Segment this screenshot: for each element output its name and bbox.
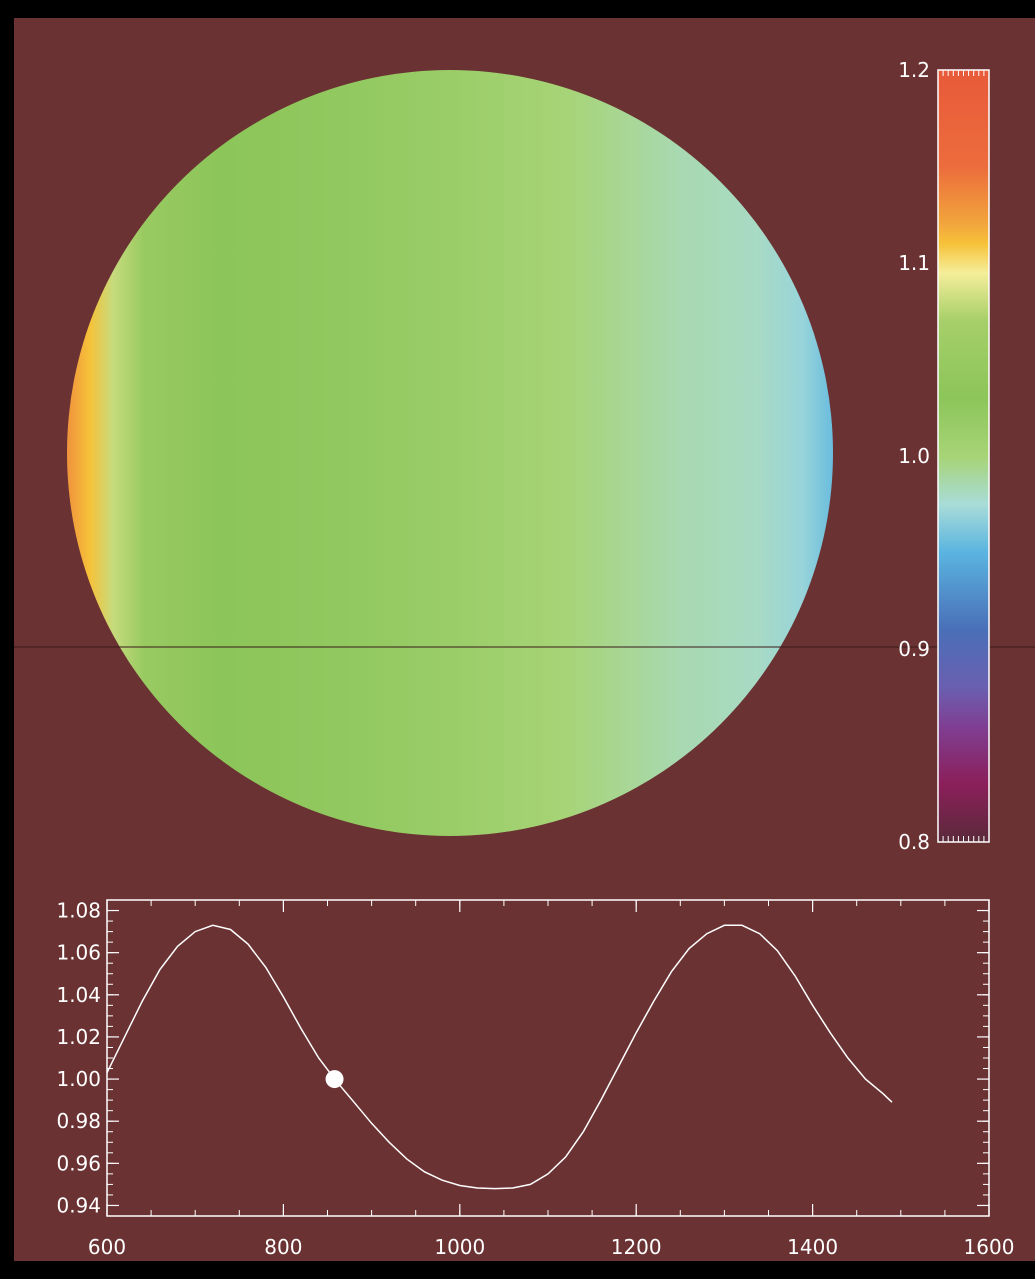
colorbar-scale [937,69,990,843]
x-tick-label: 1600 [964,1235,1015,1259]
colorbar: 0.8 0.9 1.0 1.1 1.2 [898,58,990,854]
disc [67,70,833,836]
y-tick-label: 1.06 [56,941,101,965]
y-tick-label: 0.96 [56,1151,101,1175]
y-tick-label: 1.02 [56,1025,101,1049]
x-tick-label: 800 [264,1235,302,1259]
colorbar-ticks [937,70,990,842]
current-position-marker [325,1070,344,1089]
colorbar-tick-label: 0.8 [898,830,930,854]
colorbar-tick-label: 0.9 [898,637,930,661]
colorbar-tick-label: 1.1 [898,251,930,275]
axis-ticks [106,899,990,1217]
colorbar-tick-label: 1.0 [898,444,930,468]
x-tick-label: 1000 [434,1235,485,1259]
y-tick-label: 1.00 [56,1067,101,1091]
y-tick-label: 0.98 [56,1109,101,1133]
x-tick-label: 600 [88,1235,126,1259]
y-tick-label: 1.08 [56,899,101,923]
intensity-disc [67,70,833,836]
plot-axes-box [106,899,990,1217]
series-line [106,924,893,1190]
y-tick-label: 0.94 [56,1193,101,1217]
colorbar-tick-label: 1.2 [898,58,930,82]
x-tick-label: 1200 [611,1235,662,1259]
y-tick-label: 1.04 [56,983,101,1007]
x-tick-label: 1400 [787,1235,838,1259]
line-plot: 0.94 0.96 0.98 1.00 1.02 1.04 1.06 1.08 600 800 1… [56,899,1014,1259]
